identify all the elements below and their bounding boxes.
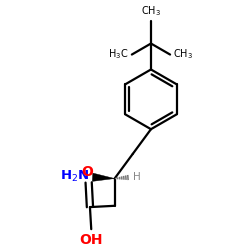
Text: O: O xyxy=(82,165,93,179)
Text: OH: OH xyxy=(80,233,103,247)
Text: CH$_3$: CH$_3$ xyxy=(141,4,161,18)
Text: H$_2$N: H$_2$N xyxy=(60,169,90,184)
Text: H: H xyxy=(133,172,140,182)
Text: H$_3$C: H$_3$C xyxy=(108,48,129,62)
Text: CH$_3$: CH$_3$ xyxy=(173,48,193,62)
Polygon shape xyxy=(92,173,114,182)
